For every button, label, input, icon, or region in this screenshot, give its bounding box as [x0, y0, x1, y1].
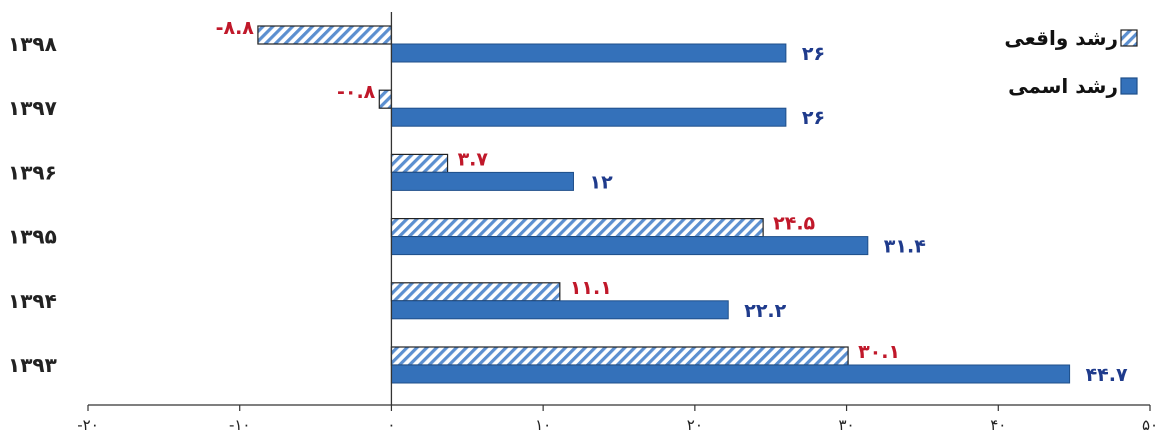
- labels-group: ۱۳۹۸ -۸.۸ ۲۶ ۱۳۹۷ -۰.۸ ۲۶ ۱۳۹۶ ۳.۷ ۱۲ ۱۳۹۵ ۲۴.۵ ۳۱.…: [8, 17, 1128, 386]
- data-label-nominal: ۴۴.۷: [1086, 364, 1128, 386]
- bar-real-growth: [257, 25, 393, 45]
- category-label: ۱۳۹۸: [8, 32, 57, 56]
- data-label-real: ۱۱.۱: [570, 277, 612, 299]
- bar-nominal-growth: [390, 364, 1071, 384]
- data-label-real: ۳۰.۱: [858, 341, 900, 363]
- x-tick-label: -۱۰: [229, 416, 251, 434]
- legend-label: رشد اسمی: [1008, 74, 1118, 98]
- bar-real-growth: [378, 89, 393, 109]
- data-label-nominal: ۲۶: [802, 43, 825, 65]
- legend-label: رشد واقعی: [1004, 26, 1118, 50]
- data-label-real: ۳.۷: [458, 148, 489, 170]
- bar-real-growth: [390, 346, 849, 366]
- data-label-real: -۸.۸: [216, 17, 255, 39]
- bar-nominal-growth: [390, 300, 729, 320]
- category-label: ۱۳۹۳: [8, 353, 57, 377]
- bar-nominal-growth: [390, 236, 869, 256]
- data-label-nominal: ۳۱.۴: [884, 236, 926, 258]
- x-tick-label: ۴۰: [990, 416, 1006, 434]
- data-label-real: ۲۴.۵: [773, 213, 815, 235]
- category-label: ۱۳۹۵: [8, 225, 57, 249]
- legend-swatch: [1120, 29, 1138, 47]
- bar-nominal-growth: [390, 171, 574, 191]
- axes-group: -۲۰ -۱۰ ۰ ۱۰ ۲۰ ۳۰ ۴۰ ۵۰: [77, 12, 1158, 434]
- legend-item-nominal: رشد اسمی: [1008, 74, 1138, 98]
- bar-real-growth: [390, 218, 764, 238]
- x-tick-label: ۲۰: [687, 416, 703, 434]
- legend: رشد واقعی رشد اسمی: [1004, 26, 1138, 98]
- bar-real-growth: [390, 153, 449, 173]
- legend-item-real: رشد واقعی: [1004, 26, 1138, 50]
- bars-group: [257, 25, 1071, 384]
- data-label-real: -۰.۸: [337, 81, 376, 103]
- data-label-nominal: ۱۲: [589, 171, 613, 193]
- x-tick-label: ۵۰: [1142, 416, 1158, 434]
- bar-nominal-growth: [390, 43, 787, 63]
- category-label: ۱۳۹۶: [8, 160, 57, 184]
- x-tick-label: ۳۰: [839, 416, 855, 434]
- data-label-nominal: ۲۲.۲: [744, 300, 786, 322]
- x-tick-label: -۲۰: [77, 416, 99, 434]
- legend-swatch: [1120, 77, 1138, 95]
- data-label-nominal: ۲۶: [802, 107, 825, 129]
- bar-nominal-growth: [390, 107, 787, 127]
- x-tick-label: ۱۰: [535, 416, 551, 434]
- category-label: ۱۳۹۴: [8, 289, 57, 313]
- x-tick-label: ۰: [387, 416, 395, 434]
- category-label: ۱۳۹۷: [8, 96, 57, 120]
- bar-real-growth: [390, 282, 561, 302]
